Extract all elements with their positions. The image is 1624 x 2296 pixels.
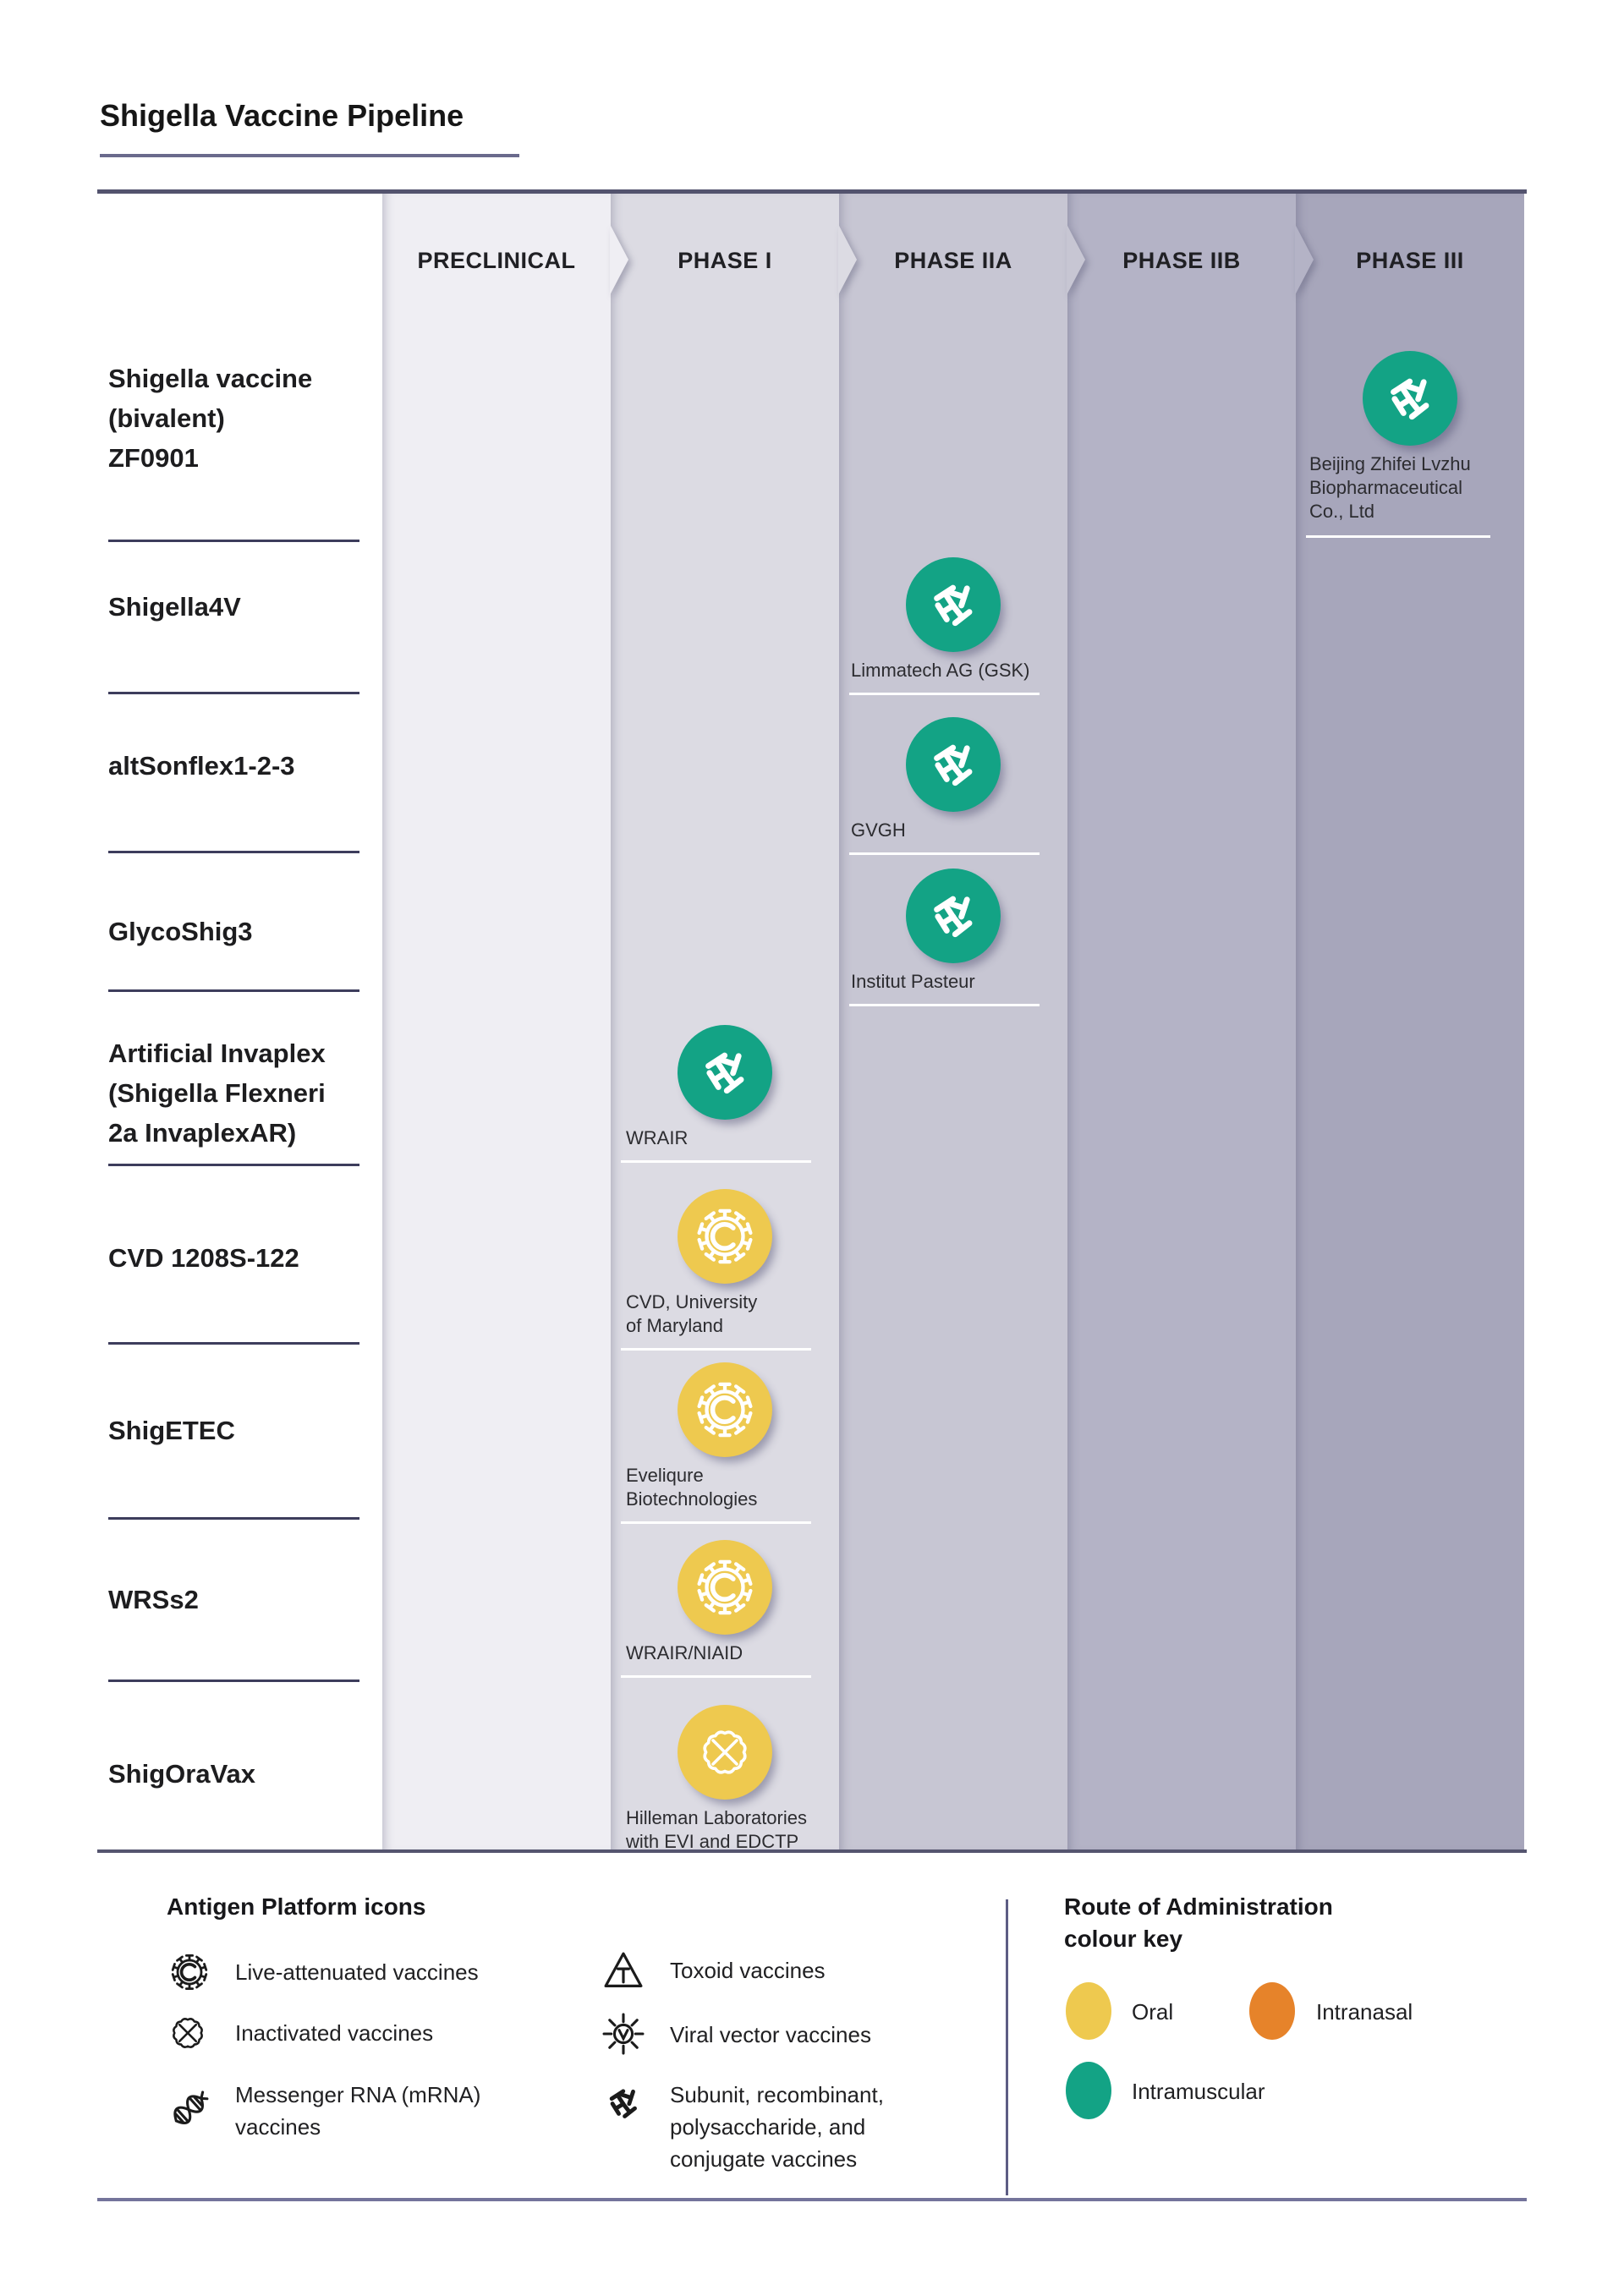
row-label-zf0901: Shigella vaccine (bivalent) ZF0901 xyxy=(108,364,313,473)
org-divider xyxy=(849,1004,1040,1006)
live-attenuated-icon xyxy=(166,1948,213,2000)
subunit-icon xyxy=(601,2080,646,2130)
subunit-icon xyxy=(906,557,1001,652)
intranasal-color-swatch xyxy=(1249,1982,1295,2040)
org-divider xyxy=(849,852,1040,855)
intramuscular-color-swatch xyxy=(1066,2062,1111,2119)
mrna-icon xyxy=(164,2082,217,2139)
oral-color-swatch xyxy=(1066,1982,1111,2040)
org-label: Beijing Zhifei Lvzhu Biopharmaceutical C… xyxy=(1309,453,1471,522)
row-divider xyxy=(108,1517,359,1520)
chevron-right-icon xyxy=(610,224,628,295)
phase-column-phase-iia: PHASE IIA xyxy=(839,194,1067,1849)
chevron-right-icon xyxy=(838,224,857,295)
inactivated-icon xyxy=(164,2009,211,2061)
org-label: Eveliqure Biotechnologies xyxy=(626,1465,758,1510)
route-label-intranasal: Intranasal xyxy=(1316,1999,1413,2025)
row-label-shigetec: ShigETEC xyxy=(108,1416,235,1445)
chevron-right-icon xyxy=(1295,224,1314,295)
org-label: Institut Pasteur xyxy=(851,971,975,992)
live-attenuated-icon xyxy=(678,1540,772,1635)
live-attenuated-icon xyxy=(678,1189,772,1284)
org-label: WRAIR/NIAID xyxy=(626,1642,743,1663)
row-divider xyxy=(108,692,359,694)
page-title: Shigella Vaccine Pipeline xyxy=(100,98,464,133)
route-legend-title: Route of Administration colour key xyxy=(1064,1893,1333,1952)
subunit-icon xyxy=(1363,351,1457,446)
legend-item-label: Inactivated vaccines xyxy=(235,2020,434,2046)
phase-column-phase-iib: PHASE IIB xyxy=(1067,194,1296,1849)
route-label-oral: Oral xyxy=(1132,1999,1174,2025)
org-label: GVGH xyxy=(851,819,906,841)
row-divider xyxy=(108,851,359,853)
row-label-shigoravax: ShigOraVax xyxy=(108,1759,256,1789)
row-label-glycoshig3: GlycoShig3 xyxy=(108,917,253,946)
legend-item-label: Subunit, recombinant, polysaccharide, an… xyxy=(670,2082,884,2172)
phase-header-phase-i: PHASE I xyxy=(678,248,772,273)
org-divider xyxy=(621,1348,811,1351)
row-label-altsonflex: altSonflex1-2-3 xyxy=(108,751,295,781)
legend-item-label: Messenger RNA (mRNA) vaccines xyxy=(235,2082,481,2140)
row-label-wrss2: WRSs2 xyxy=(108,1585,199,1614)
row-label-cvd-1208s: CVD 1208S-122 xyxy=(108,1243,299,1273)
org-divider xyxy=(849,693,1040,695)
org-label: Hilleman Laboratories with EVI and EDCTP xyxy=(626,1807,807,1852)
chart-top-border xyxy=(97,189,1527,194)
platform-legend-title: Antigen Platform icons xyxy=(167,1893,426,1920)
org-label: CVD, University of Maryland xyxy=(626,1291,758,1336)
inactivated-icon xyxy=(678,1705,772,1800)
legend-item-label: Live-attenuated vaccines xyxy=(235,1959,479,1985)
live-attenuated-icon xyxy=(678,1362,772,1457)
org-divider xyxy=(621,1160,811,1163)
org-divider xyxy=(1306,535,1490,538)
legend-item-label: Viral vector vaccines xyxy=(670,2022,871,2047)
viral-vector-icon xyxy=(597,2008,650,2064)
row-divider xyxy=(108,1342,359,1345)
row-divider xyxy=(108,1680,359,1682)
page-bottom-border xyxy=(97,2198,1527,2201)
legend-divider xyxy=(1006,1899,1008,2195)
row-label-shigella4v: Shigella4V xyxy=(108,592,241,622)
subunit-icon xyxy=(678,1025,772,1120)
phase-header-phase-iii: PHASE III xyxy=(1356,248,1464,273)
phase-header-phase-iia: PHASE IIA xyxy=(894,248,1012,273)
org-label: WRAIR xyxy=(626,1127,689,1148)
row-divider xyxy=(108,989,359,992)
org-label: Limmatech AG (GSK) xyxy=(851,660,1030,681)
subunit-icon xyxy=(906,717,1001,812)
org-divider xyxy=(621,1675,811,1678)
row-label-artificial-invaplex: Artificial Invaplex (Shigella Flexneri 2… xyxy=(108,1038,326,1148)
phase-header-phase-iib: PHASE IIB xyxy=(1122,248,1241,273)
org-divider xyxy=(621,1521,811,1524)
title-underline xyxy=(100,154,519,157)
phase-header-preclinical: PRECLINICAL xyxy=(417,248,576,273)
chevron-right-icon xyxy=(1067,224,1085,295)
row-divider xyxy=(108,1164,359,1166)
row-divider xyxy=(108,540,359,542)
legend-item-label: Toxoid vaccines xyxy=(670,1958,826,1983)
subunit-icon xyxy=(906,869,1001,963)
phase-column-preclinical: PRECLINICAL xyxy=(382,194,611,1849)
chart-bottom-border xyxy=(97,1849,1527,1853)
phase-column-phase-iii: PHASE III xyxy=(1296,194,1524,1849)
route-label-intramuscular: Intramuscular xyxy=(1132,2079,1265,2104)
toxoid-icon xyxy=(599,1947,648,2000)
